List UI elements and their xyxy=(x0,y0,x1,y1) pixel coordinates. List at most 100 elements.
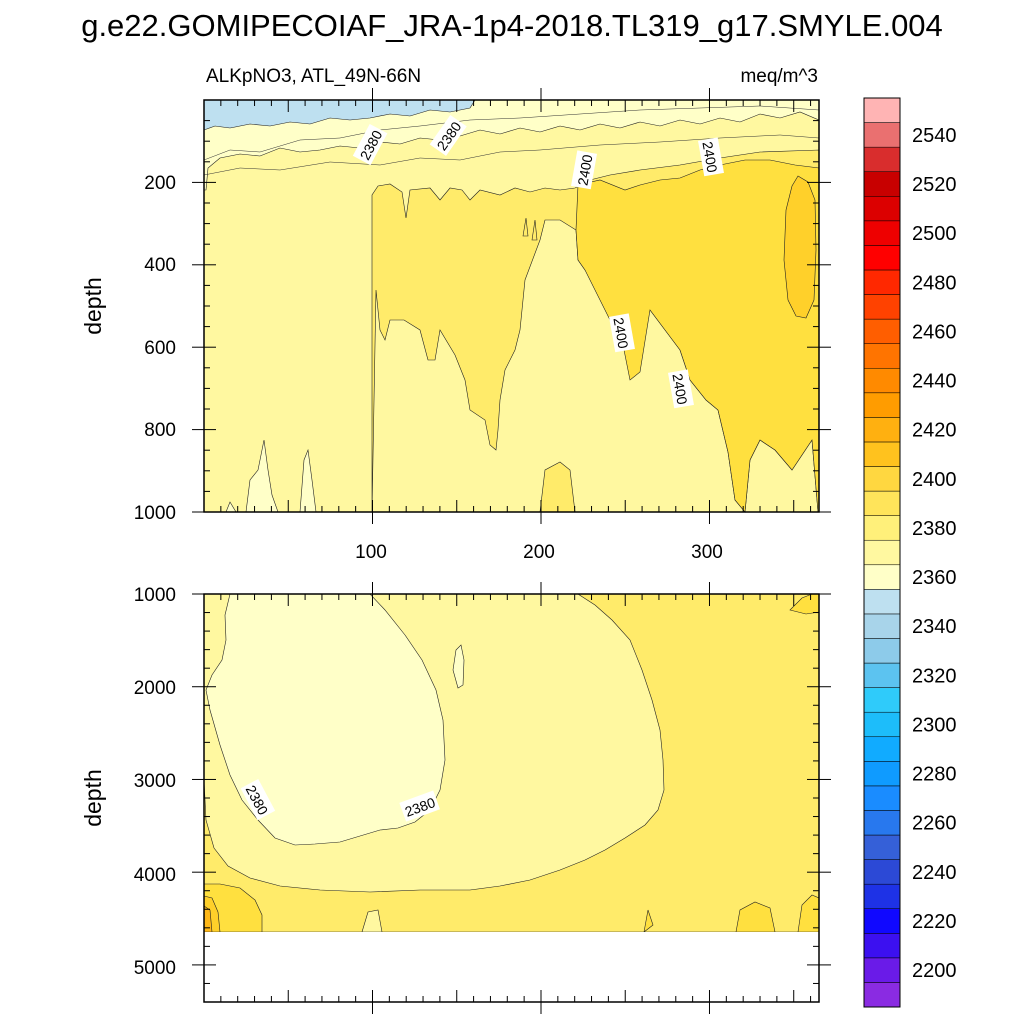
colorbar-box xyxy=(863,638,901,664)
colorbar-label: 2200 xyxy=(912,960,957,982)
top-xtick-label: 300 xyxy=(691,542,723,563)
bottom-field-2410 xyxy=(203,593,820,933)
colorbar-box xyxy=(863,687,901,713)
colorbar-box xyxy=(863,196,901,222)
bottom-ytick-label: 4000 xyxy=(134,865,176,886)
colorbar-border xyxy=(863,97,901,1008)
colorbar-box xyxy=(863,171,901,197)
top-xtick-label: 100 xyxy=(355,542,387,563)
colorbar-box xyxy=(863,933,901,959)
top-field-2380-surface xyxy=(203,99,820,191)
top-plot-area xyxy=(192,88,831,524)
top-ytick-label: 800 xyxy=(144,420,176,441)
top-ytick-label: 1000 xyxy=(134,503,176,524)
colorbar-box xyxy=(863,589,901,615)
bottom-no-data-region xyxy=(204,932,819,1002)
colorbar-box xyxy=(863,539,901,566)
top-ytick-label: 200 xyxy=(144,173,176,194)
colorbar-label: 2400 xyxy=(912,469,957,491)
colorbar-label: 2480 xyxy=(912,272,957,294)
colorbar-box xyxy=(863,367,901,394)
colorbar-box xyxy=(863,220,901,246)
figure-title: g.e22.GOMIPECOIAF_JRA-1p4-2018.TL319_g17… xyxy=(81,8,943,43)
colorbar-label: 2440 xyxy=(912,371,957,393)
colorbar-box xyxy=(863,957,901,983)
colorbar-label: 2280 xyxy=(912,764,957,786)
colorbar-label: 2340 xyxy=(912,616,957,638)
colorbar-label: 2460 xyxy=(912,321,957,343)
colorbar-label: 2320 xyxy=(912,665,957,687)
top-units-label: meq/m^3 xyxy=(740,66,818,87)
bottom-panel: 2380 2380 1000 2000 3000 4000 5000 depth xyxy=(80,582,831,1014)
top-contour-label-2400-d: 2400 xyxy=(669,372,690,406)
colorbar-box xyxy=(863,122,901,148)
top-contour-label-2400-b: 2400 xyxy=(699,140,720,174)
colorbar-box xyxy=(863,392,901,418)
colorbar-box xyxy=(863,810,901,836)
colorbar-label: 2520 xyxy=(912,174,957,196)
colorbar-box xyxy=(863,490,901,516)
colorbar-box xyxy=(863,908,901,934)
colorbar-box xyxy=(863,97,901,123)
colorbar-label: 2500 xyxy=(912,223,957,245)
bottom-y-tick-labels: 1000 2000 3000 4000 5000 xyxy=(134,585,176,979)
colorbar-box xyxy=(863,761,901,787)
top-y-tick-labels: 200 400 600 800 1000 xyxy=(134,173,176,524)
top-y-axis-label: depth xyxy=(80,277,106,335)
top-contour-labels: 2380 2380 2400 2400 2400 2400 xyxy=(352,114,724,409)
bottom-plot-area xyxy=(192,582,831,1014)
colorbar-labels: 2200 2220 2240 2260 2280 2300 2320 2340 2360 2380… xyxy=(912,125,957,982)
colorbar-boxes xyxy=(863,97,901,1008)
top-xtick-label: 200 xyxy=(523,542,555,563)
colorbar-label: 2380 xyxy=(912,518,957,540)
colorbar-label: 2360 xyxy=(912,567,957,589)
colorbar-box xyxy=(863,417,901,443)
colorbar-box xyxy=(863,441,901,467)
colorbar-box xyxy=(863,564,901,590)
colorbar-box xyxy=(863,515,901,541)
top-variable-label: ALKpNO3, ATL_49N-66N xyxy=(206,66,421,87)
bottom-y-axis-label: depth xyxy=(80,769,106,827)
colorbar-label: 2300 xyxy=(912,714,957,736)
bottom-field-2380-blob xyxy=(452,644,465,689)
colorbar-box xyxy=(863,318,901,344)
top-x-tick-labels: 100 200 300 xyxy=(355,542,723,563)
top-field-2420 xyxy=(783,175,817,319)
bottom-ytick-label: 3000 xyxy=(134,771,176,792)
top-field-2360-surface xyxy=(203,99,476,131)
colorbar-box xyxy=(863,834,901,860)
bottom-tick-marks xyxy=(192,582,831,1014)
top-ytick-label: 400 xyxy=(144,255,176,276)
colorbar-box xyxy=(863,662,901,688)
bottom-ytick-label: 1000 xyxy=(134,585,176,606)
top-field-2410 xyxy=(575,159,820,513)
bottom-field-2380 xyxy=(205,593,446,846)
colorbar-box xyxy=(863,785,901,811)
colorbar: 2200 2220 2240 2260 2280 2300 2320 2340 2360 2380… xyxy=(863,97,957,1008)
top-panel: ALKpNO3, ATL_49N-66N meq/m^3 2380 2380 2… xyxy=(80,66,831,563)
colorbar-box xyxy=(863,466,901,492)
top-contour-label-2400-a: 2400 xyxy=(574,153,595,187)
colorbar-box xyxy=(863,269,901,295)
top-contour-label-2400-c: 2400 xyxy=(610,316,631,350)
bottom-ytick-label: 2000 xyxy=(134,678,176,699)
top-tick-marks xyxy=(192,88,831,524)
colorbar-box xyxy=(863,736,901,762)
colorbar-box xyxy=(863,883,901,909)
colorbar-box xyxy=(863,146,901,172)
top-ytick-label: 600 xyxy=(144,338,176,359)
colorbar-box xyxy=(863,294,901,320)
colorbar-box xyxy=(863,613,901,639)
colorbar-label: 2240 xyxy=(912,862,957,884)
bottom-ytick-label: 5000 xyxy=(134,958,176,979)
colorbar-box xyxy=(863,982,901,1008)
colorbar-box xyxy=(863,245,901,271)
colorbar-label: 2420 xyxy=(912,420,957,442)
colorbar-box xyxy=(863,343,901,369)
colorbar-label: 2220 xyxy=(912,911,957,933)
colorbar-label: 2260 xyxy=(912,813,957,835)
colorbar-box xyxy=(863,859,901,885)
colorbar-label: 2540 xyxy=(912,125,957,147)
colorbar-box xyxy=(863,711,901,738)
